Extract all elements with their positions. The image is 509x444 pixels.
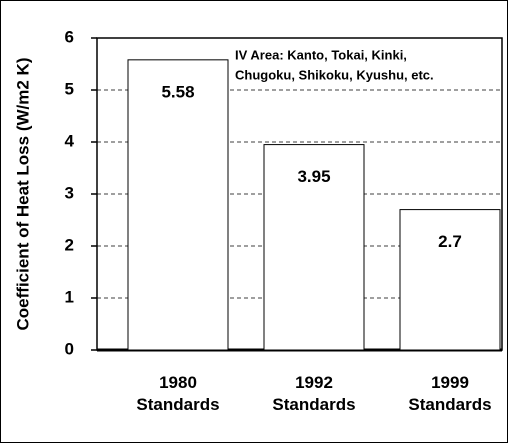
- y-tick-label: 4: [65, 131, 75, 150]
- x-tick-label: 1992 Standards: [272, 373, 356, 414]
- y-axis-title: Coefficient of Heat Loss (W/m2 K): [13, 58, 32, 331]
- bar: [127, 59, 229, 351]
- value-label: 3.95: [297, 167, 330, 186]
- bar: [263, 144, 365, 351]
- x-tick-label: 1980 Standards: [136, 373, 220, 414]
- y-tick-label: 5: [65, 79, 74, 98]
- y-tick-label: 3: [65, 183, 74, 202]
- value-label: 2.7: [438, 232, 462, 251]
- x-tick-label: 1999 Standards: [408, 373, 492, 414]
- y-tick-label: 1: [65, 287, 74, 306]
- y-tick-label: 2: [65, 235, 74, 254]
- annotation: Chugoku, Shikoku, Kyushu, etc.: [235, 67, 434, 82]
- bar: [399, 209, 501, 351]
- value-label: 5.58: [161, 82, 194, 101]
- y-tick-label: 0: [65, 339, 74, 358]
- y-tick-label: 6: [65, 27, 74, 46]
- annotation: IV Area: Kanto, Tokai, Kinki,: [235, 47, 407, 62]
